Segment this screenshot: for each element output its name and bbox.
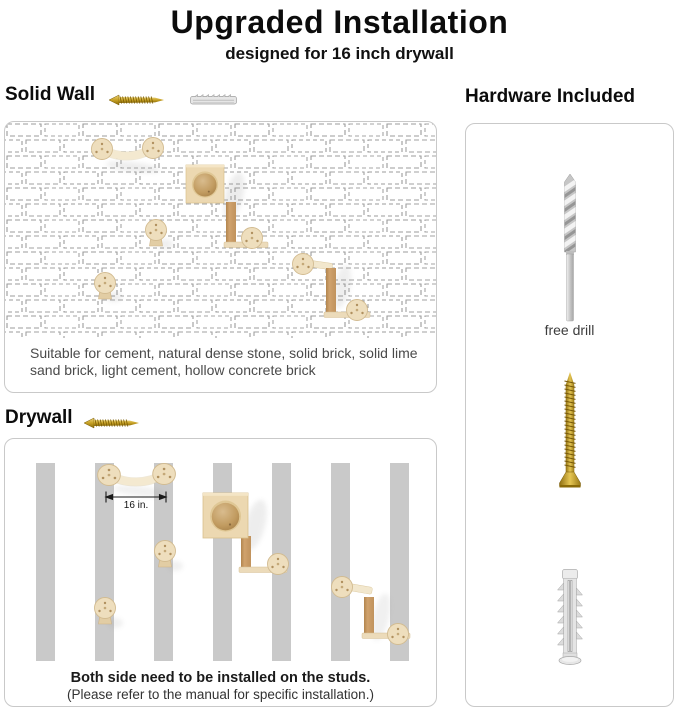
page-title: Upgraded Installation: [170, 4, 509, 40]
stud: [95, 463, 114, 661]
cat-step-assembly: [292, 253, 371, 321]
stud: [36, 463, 55, 661]
cat-cube: [202, 492, 249, 539]
stud: [390, 463, 409, 661]
drill-bit-icon: [563, 174, 576, 322]
drywall-heading: Drywall: [5, 407, 73, 428]
measurement-label: 16 in.: [123, 500, 149, 511]
drywall-panel: 16 in. Both side need to be installed on…: [4, 438, 437, 707]
stud: [331, 463, 350, 661]
brick-pattern: [5, 122, 436, 338]
wall-anchor-icon: [556, 569, 583, 665]
hardware-panel: free drill: [465, 123, 674, 707]
scratch-strip: [364, 597, 374, 635]
drywall-caption-note: (Please refer to the manual for specific…: [67, 687, 374, 702]
solid-wall-heading-row: Solid Wall: [5, 84, 239, 107]
page-subtitle: designed for 16 inch drywall: [225, 44, 454, 63]
gold-screw-icon: [108, 94, 165, 106]
scratch-strip: [326, 268, 336, 315]
drywall-caption-bold: Both side need to be installed on the st…: [70, 670, 371, 686]
cat-bridge: [98, 464, 176, 486]
brick-wall-scene: [5, 122, 436, 338]
drywall-heading-row: Drywall: [5, 407, 145, 430]
scratch-strip: [241, 536, 251, 569]
studs: [36, 463, 409, 661]
gold-screw-icon: [83, 417, 139, 429]
measurement-arrow: [104, 491, 168, 503]
gold-screw-icon: [558, 372, 581, 488]
solid-wall-heading: Solid Wall: [5, 84, 96, 105]
scratch-strip: [226, 202, 236, 245]
cat-cube: [185, 164, 225, 204]
wall-anchor-icon: [190, 94, 237, 105]
cat-cube-assembly: [185, 164, 269, 249]
solid-wall-caption: Suitable for cement, natural dense stone…: [30, 345, 418, 378]
cat-cube-assembly: [202, 492, 289, 575]
hardware-heading: Hardware Included: [465, 86, 635, 107]
drill-label: free drill: [544, 322, 595, 338]
drywall-scene: [36, 439, 411, 661]
solid-wall-panel: Suitable for cement, natural dense stone…: [4, 121, 437, 393]
anchor-fins: [556, 582, 583, 646]
cat-step-assembly: [331, 576, 411, 645]
